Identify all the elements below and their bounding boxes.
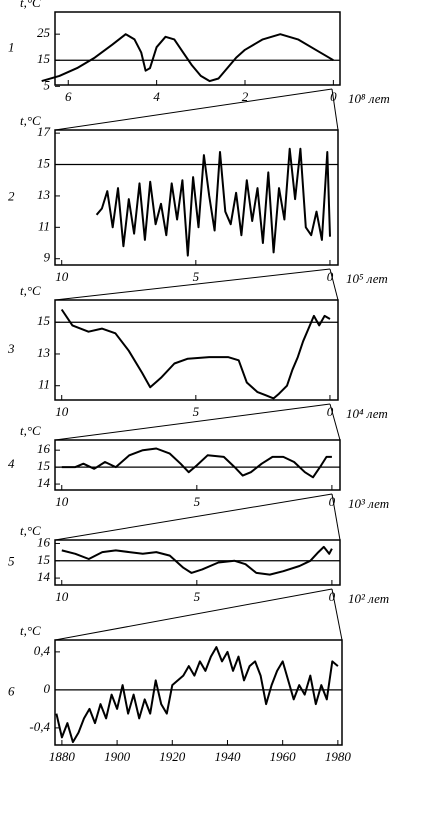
y-axis-label: t,°C (20, 523, 41, 538)
zoom-connector (331, 88, 339, 131)
y-tick-label: 16 (37, 534, 51, 549)
y-tick-label: 11 (38, 218, 50, 233)
y-axis-label: t,°C (20, 623, 41, 638)
x-tick-label: 0 (330, 89, 337, 104)
panel-number: 3 (7, 341, 15, 356)
y-tick-label: 14 (37, 475, 51, 490)
x-tick-label: 10 (55, 494, 69, 509)
y-tick-label: 15 (37, 458, 51, 473)
x-tick-label: 5 (194, 494, 201, 509)
x-tick-label: 10 (55, 589, 69, 604)
y-tick-label: 16 (37, 441, 51, 456)
x-tick-label: 6 (65, 89, 72, 104)
x-tick-label: 1980 (325, 749, 352, 764)
panel-number: 1 (8, 39, 15, 54)
y-axis-label: t,°C (20, 113, 41, 128)
x-tick-label: 1940 (214, 749, 241, 764)
y-tick-label: 25 (37, 25, 51, 40)
panel-number: 6 (8, 683, 15, 698)
y-tick-label: 13 (37, 187, 51, 202)
plot-frame (54, 299, 339, 401)
y-tick-label: 0,4 (34, 643, 51, 658)
x-axis-label: 10⁵ лет (346, 271, 388, 286)
plot-frame (54, 439, 341, 491)
x-tick-label: 1900 (104, 749, 131, 764)
y-tick-label: 14 (37, 569, 51, 584)
data-line (61, 545, 333, 576)
plot-frame (54, 539, 341, 586)
y-tick-label: 15 (37, 156, 51, 171)
x-tick-label: 0 (329, 589, 336, 604)
x-tick-label: 5 (193, 404, 200, 419)
y-axis-label: t,°C (20, 0, 41, 10)
panel-number: 4 (8, 456, 15, 471)
data-line (55, 646, 339, 744)
plot-frame (54, 129, 339, 266)
x-tick-label: 4 (153, 89, 160, 104)
y-tick-label: 5 (44, 77, 51, 92)
zoom-connector (54, 88, 333, 131)
x-tick-label: 5 (193, 269, 200, 284)
y-tick-label: 11 (38, 377, 50, 392)
zoom-connector (54, 493, 333, 541)
zoom-connector (54, 268, 331, 301)
y-tick-label: 17 (37, 124, 51, 139)
zoom-connector (54, 588, 333, 641)
panel-number: 2 (8, 188, 15, 203)
data-line (95, 147, 331, 257)
y-tick-label: -0,4 (29, 719, 50, 734)
x-tick-label: 0 (329, 494, 336, 509)
y-tick-label: 9 (44, 250, 51, 265)
data-line (61, 447, 332, 479)
zoom-connector (329, 268, 339, 301)
x-axis-label: 10⁸ лет (348, 91, 390, 106)
plot-frame (54, 11, 341, 86)
x-tick-label: 1880 (49, 749, 76, 764)
x-tick-label: 10 (55, 404, 69, 419)
x-axis-label: 10² лет (348, 591, 389, 606)
data-line (60, 308, 331, 400)
x-tick-label: 0 (327, 404, 334, 419)
y-axis-label: t,°C (20, 423, 41, 438)
x-tick-label: 0 (327, 269, 334, 284)
zoom-connector (331, 588, 343, 641)
zoom-connector (54, 403, 331, 441)
x-axis-label: 10⁴ лет (346, 406, 388, 421)
x-tick-label: 1960 (270, 749, 297, 764)
x-tick-label: 5 (194, 589, 201, 604)
plot-frame (54, 639, 343, 746)
panel-number: 5 (8, 553, 15, 568)
zoom-connector (331, 493, 341, 541)
y-tick-label: 15 (37, 51, 51, 66)
y-tick-label: 15 (37, 552, 51, 567)
y-tick-label: 15 (37, 313, 51, 328)
data-line (41, 33, 334, 83)
x-axis-label: 10³ лет (348, 496, 389, 511)
x-tick-label: 1920 (159, 749, 186, 764)
x-tick-label: 10 (55, 269, 69, 284)
y-tick-label: 13 (37, 345, 51, 360)
y-tick-label: 0 (44, 681, 51, 696)
x-tick-label: 2 (242, 89, 249, 104)
zoom-connector (329, 403, 341, 441)
y-axis-label: t,°C (20, 283, 41, 298)
